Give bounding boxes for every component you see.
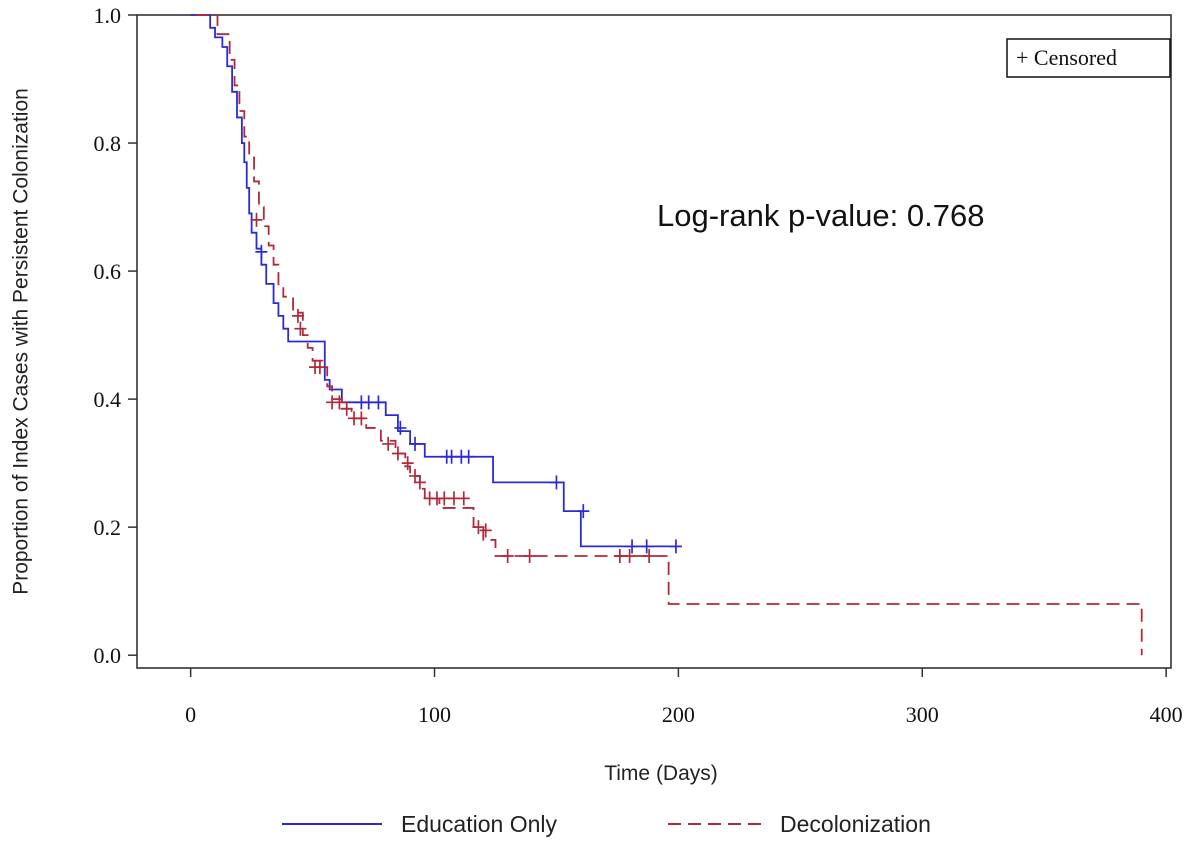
decolonization-censor-mark: [409, 468, 422, 483]
decolonization-censor-mark: [501, 548, 514, 563]
series-legend: Education Only Decolonization: [282, 811, 931, 837]
y-tick-label: 0.6: [94, 259, 122, 284]
decolonization-censor-mark: [472, 520, 485, 535]
decolonization-censor-mark: [355, 411, 368, 426]
y-tick-label: 0.8: [94, 131, 122, 156]
decolonization-censor-mark: [457, 491, 470, 506]
decolonization-censor-mark: [523, 548, 536, 563]
decolonization-legend-label: Decolonization: [780, 811, 931, 837]
survival-curves: [190, 14, 1143, 656]
education-only-censor-mark: [372, 395, 385, 410]
x-axis-label: Time (Days): [604, 762, 718, 785]
decolonization-censor-mark: [250, 212, 263, 227]
decolonization-curve: [195, 14, 1143, 656]
education-only-censor-mark: [255, 244, 268, 259]
y-tick-label: 0.0: [94, 643, 122, 668]
decolonization-censor-mark: [391, 446, 404, 461]
decolonization-censor-mark: [382, 436, 395, 451]
y-tick-label: 1.0: [94, 3, 122, 28]
y-axis-ticks: 0.0 0.2 0.4 0.6 0.8 1.0: [94, 3, 137, 668]
x-tick-label: 100: [418, 702, 451, 727]
log-rank-p-value-annotation: Log-rank p-value: 0.768: [657, 198, 984, 233]
y-tick-label: 0.2: [94, 515, 122, 540]
plot-area-frame: [136, 14, 1172, 669]
decolonization-censor-mark: [313, 360, 326, 375]
censored-legend-label: + Censored: [1016, 45, 1117, 70]
decolonization-censor-mark: [479, 523, 492, 538]
education-only-censor-mark: [640, 539, 653, 554]
decolonization-censor-mark: [401, 456, 414, 471]
education-only-censor-mark: [462, 449, 475, 464]
x-tick-label: 400: [1150, 702, 1183, 727]
decolonization-censor-mark: [623, 548, 636, 563]
x-axis-ticks: 0 100 200 300 400: [185, 668, 1183, 727]
decolonization-censor-mark: [291, 308, 304, 323]
censored-legend-box: + Censored: [1006, 38, 1171, 78]
education-only-censor-mark: [626, 539, 639, 554]
education-only-curve: [190, 14, 679, 548]
education-only-censor-mark: [409, 436, 422, 451]
decolonization-censor-mark: [340, 401, 353, 416]
y-axis-label: Proportion of Index Cases with Persisten…: [10, 88, 33, 595]
decolonization-censor-mark: [643, 548, 656, 563]
x-tick-label: 200: [662, 702, 695, 727]
decolonization-censor-mark: [413, 475, 426, 490]
x-tick-label: 0: [185, 702, 196, 727]
education-only-censor-mark: [669, 539, 682, 554]
education-only-censor-mark: [394, 420, 407, 435]
y-tick-label: 0.4: [94, 387, 122, 412]
decolonization-censor-mark: [294, 321, 307, 336]
education-only-legend-label: Education Only: [401, 811, 557, 837]
censored-legend-frame: [1006, 38, 1171, 78]
education-only-censor-mark: [577, 504, 590, 519]
x-tick-label: 300: [906, 702, 939, 727]
decolonization-censor-mark: [333, 395, 346, 410]
education-only-censor-mark: [550, 475, 563, 490]
